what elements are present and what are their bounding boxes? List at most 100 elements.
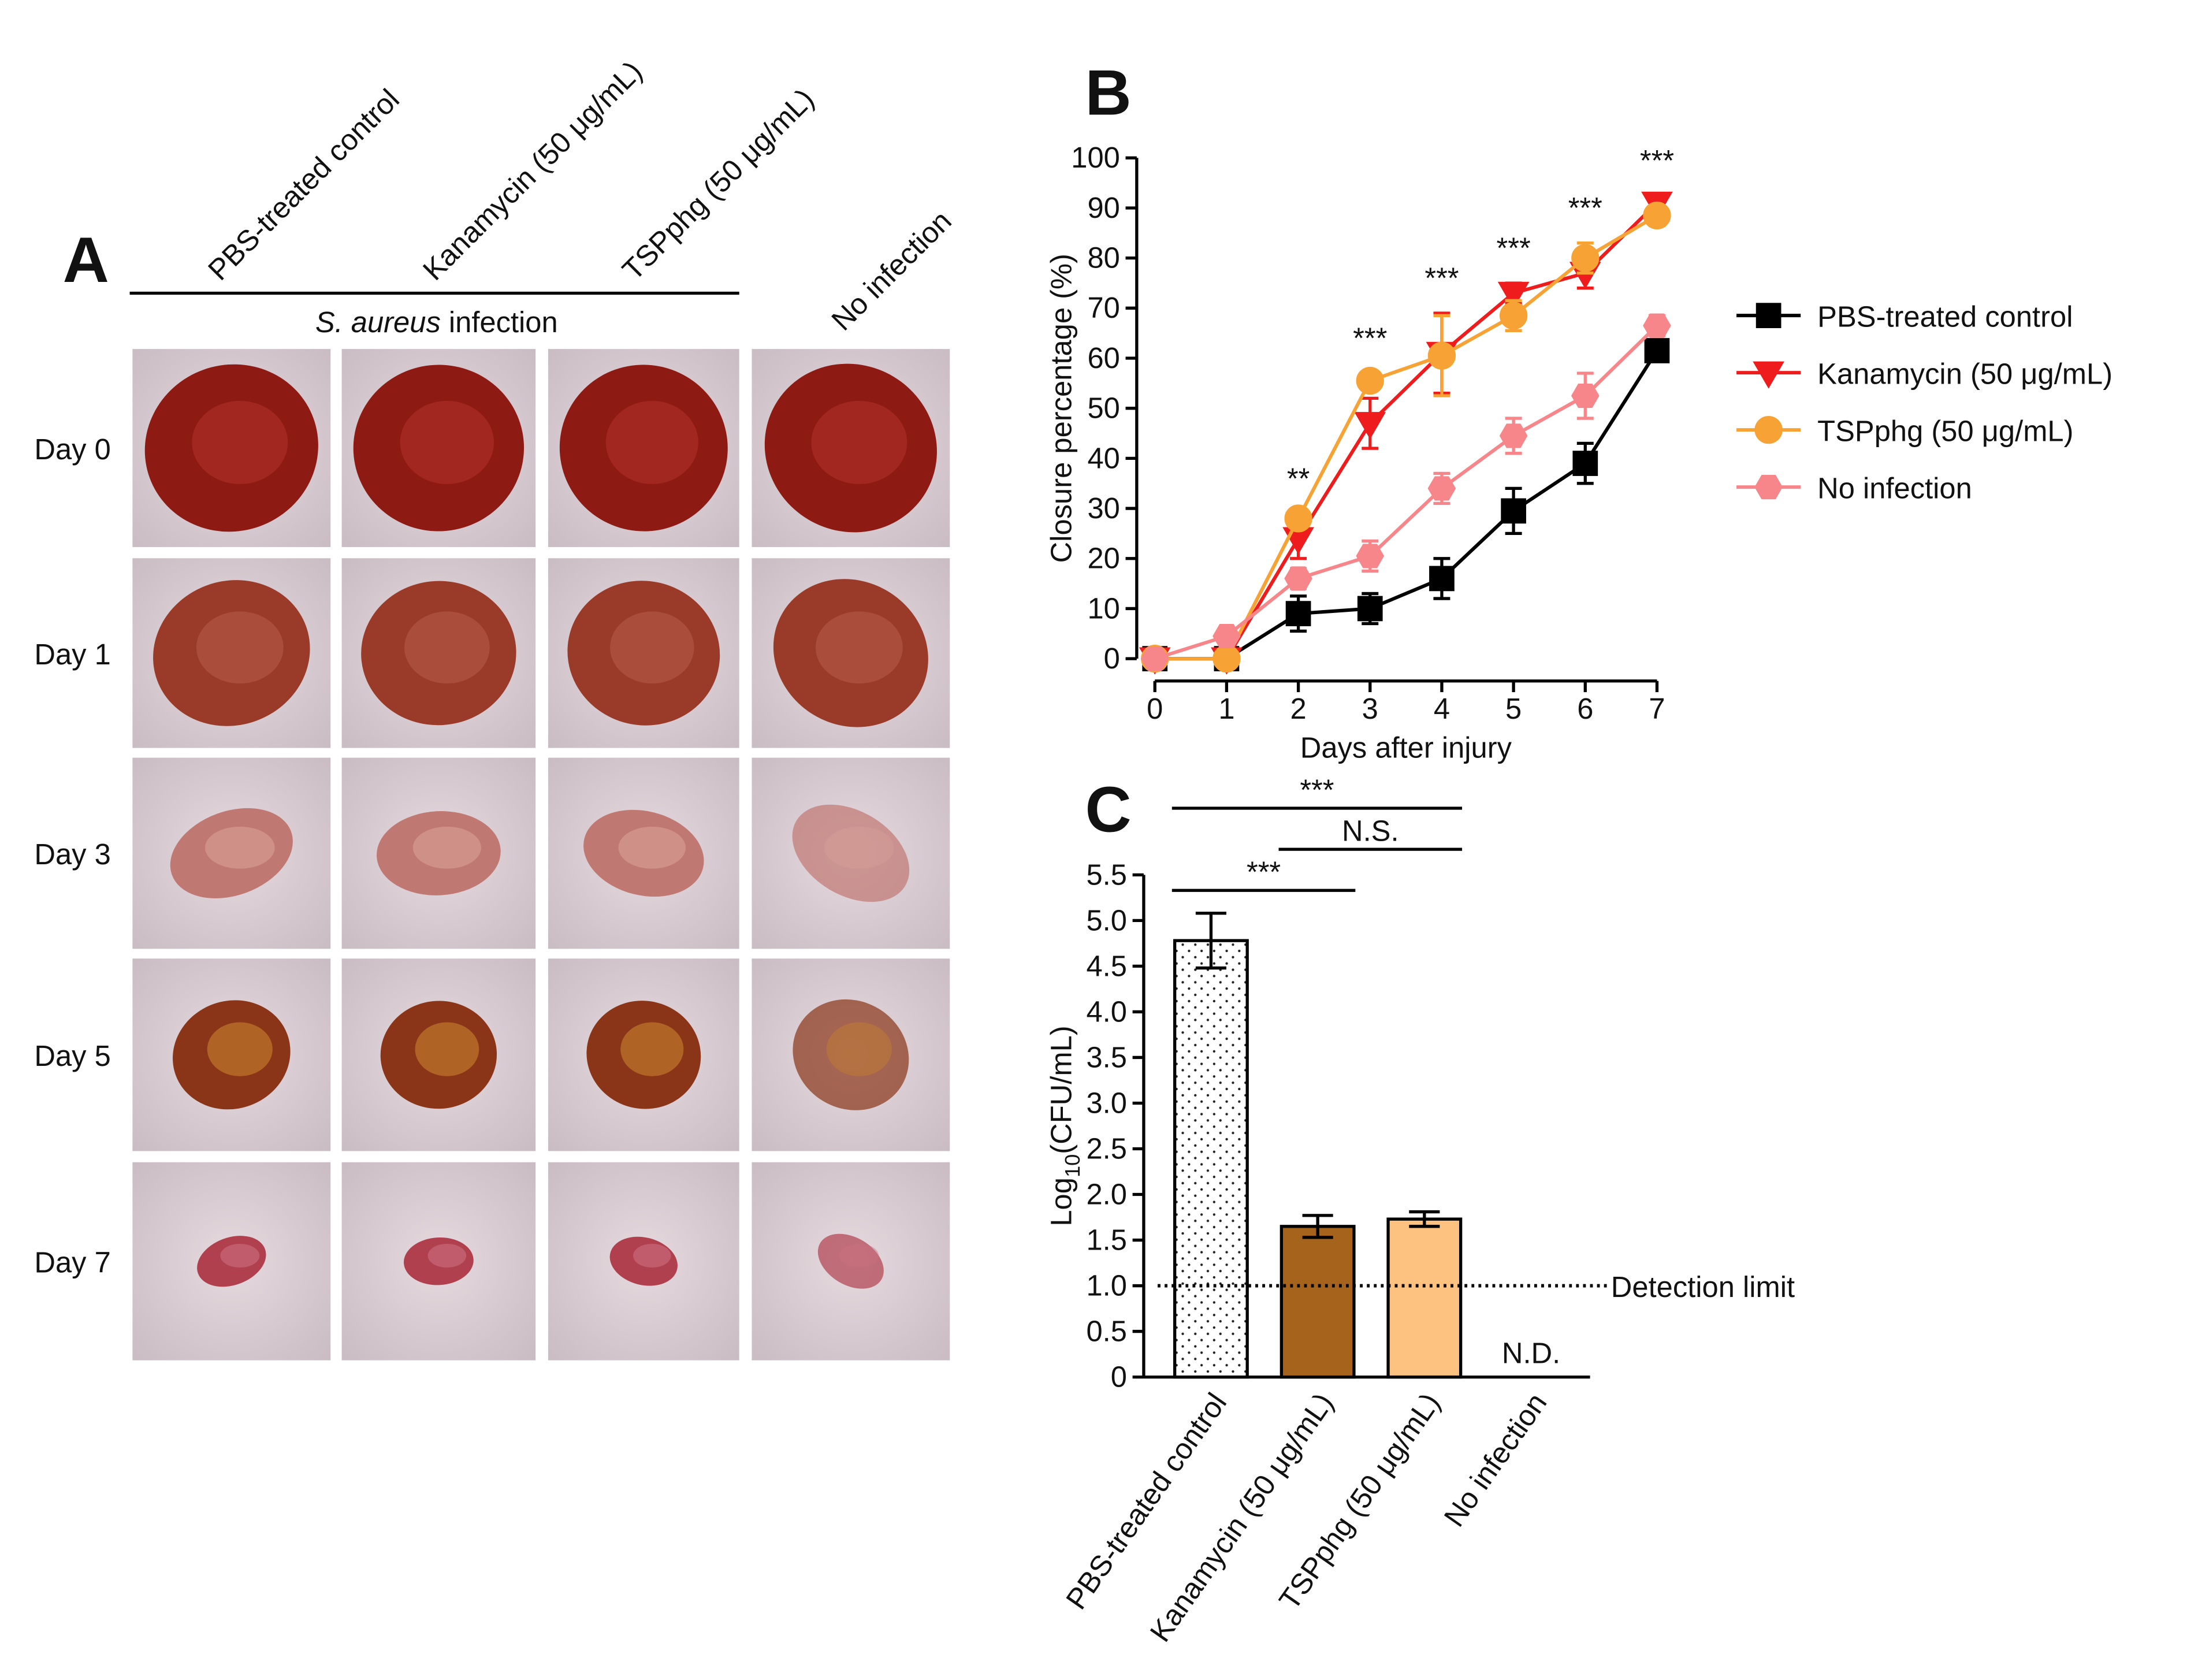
marker bbox=[1571, 383, 1600, 408]
y-tick-label: 2.5 bbox=[1086, 1132, 1126, 1165]
x-tick-label: 5 bbox=[1505, 692, 1522, 725]
y-label-part: Log bbox=[1044, 1177, 1077, 1226]
y-tick-label: 2.0 bbox=[1086, 1177, 1126, 1210]
y-tick-label: 4.0 bbox=[1086, 995, 1126, 1028]
significance: *** bbox=[1568, 191, 1602, 224]
wound-detail bbox=[633, 1243, 671, 1268]
bracket-label: *** bbox=[1247, 856, 1281, 889]
error-bar bbox=[1409, 1210, 1440, 1228]
panel-label: C bbox=[1085, 774, 1132, 846]
marker bbox=[1285, 601, 1311, 626]
x-tick-label: 2 bbox=[1290, 692, 1306, 725]
wound-detail bbox=[412, 826, 481, 869]
wound-detail bbox=[618, 826, 686, 869]
y-tick-label: 20 bbox=[1087, 542, 1119, 575]
column-header: Kanamycin (50 μg/mL) bbox=[416, 54, 649, 287]
y-tick-label: 40 bbox=[1087, 441, 1119, 474]
wound bbox=[793, 999, 909, 1110]
marker bbox=[1212, 624, 1241, 649]
row-label: Day 0 bbox=[34, 433, 110, 466]
wound-detail bbox=[207, 1022, 273, 1076]
row-label: Day 3 bbox=[34, 838, 110, 871]
y-label-sub: 10 bbox=[1061, 1154, 1084, 1177]
y-axis-label: Log10(CFU/mL) bbox=[1044, 1025, 1084, 1226]
y-tick-label: 70 bbox=[1087, 291, 1119, 324]
bar bbox=[1280, 1225, 1356, 1379]
marker bbox=[1754, 475, 1783, 500]
y-tick-label: 4.5 bbox=[1086, 949, 1126, 982]
x-tick-label: Kanamycin (50 μg/mL) bbox=[1143, 1387, 1340, 1648]
value-label: N.D. bbox=[1502, 1336, 1560, 1369]
x-tick-label: 0 bbox=[1147, 692, 1163, 725]
marker bbox=[1357, 596, 1383, 622]
y-tick-label: 0 bbox=[1111, 1361, 1127, 1393]
bracket-label: N.S. bbox=[1342, 815, 1399, 848]
group-label: S. aureus infection bbox=[315, 306, 558, 339]
significance: *** bbox=[1497, 232, 1531, 265]
marker bbox=[1501, 498, 1526, 524]
y-tick-label: 80 bbox=[1087, 241, 1119, 274]
x-tick-label: 7 bbox=[1649, 692, 1665, 725]
column-header: No infection bbox=[825, 204, 958, 337]
marker bbox=[1427, 476, 1456, 501]
series-line bbox=[1154, 324, 1658, 660]
wound-detail bbox=[196, 611, 284, 684]
legend-label: No infection bbox=[1817, 471, 1972, 504]
wound-detail bbox=[826, 1022, 892, 1076]
marker bbox=[1427, 341, 1456, 370]
wound-detail bbox=[415, 1022, 479, 1076]
error-bar bbox=[1195, 912, 1226, 970]
marker bbox=[1643, 201, 1671, 230]
x-tick-label: No infection bbox=[1437, 1387, 1553, 1533]
x-tick-label: 4 bbox=[1434, 692, 1450, 725]
y-tick-label: 0.5 bbox=[1086, 1314, 1126, 1347]
y-tick-label: 10 bbox=[1087, 592, 1119, 625]
significance: *** bbox=[1640, 144, 1674, 177]
wound-detail bbox=[192, 400, 288, 484]
wound-detail bbox=[605, 400, 698, 484]
wound-detail bbox=[839, 1243, 879, 1268]
x-tick-label: 1 bbox=[1218, 692, 1234, 725]
y-tick-label: 5.0 bbox=[1086, 904, 1126, 936]
y-tick-label: 100 bbox=[1071, 141, 1120, 174]
y-tick-label: 3.5 bbox=[1086, 1040, 1126, 1073]
y-tick-label: 60 bbox=[1087, 341, 1119, 374]
wound bbox=[817, 1233, 884, 1289]
marker bbox=[1754, 415, 1783, 444]
y-tick-label: 30 bbox=[1087, 492, 1119, 525]
bracket-label: *** bbox=[1300, 774, 1334, 806]
column-header: PBS-treated control bbox=[202, 83, 406, 287]
y-tick-label: 3.0 bbox=[1086, 1086, 1126, 1119]
y-tick-label: 90 bbox=[1087, 191, 1119, 224]
marker bbox=[1755, 303, 1781, 328]
legend-label: TSPphg (50 μg/mL) bbox=[1817, 414, 2073, 447]
y-tick-label: 5.5 bbox=[1086, 858, 1126, 891]
wound bbox=[792, 804, 910, 902]
wound-detail bbox=[400, 400, 494, 484]
y-tick-label: 50 bbox=[1087, 392, 1119, 425]
marker bbox=[1356, 544, 1385, 568]
row-label: Day 5 bbox=[34, 1039, 110, 1072]
panel-label: B bbox=[1085, 56, 1132, 128]
y-axis-label: Closure percentage (%) bbox=[1044, 254, 1077, 563]
wound-detail bbox=[815, 611, 903, 684]
panel-label: A bbox=[63, 224, 109, 296]
wound-detail bbox=[610, 611, 694, 684]
wound-detail bbox=[220, 1243, 260, 1268]
error-bar bbox=[1302, 1214, 1333, 1239]
marker bbox=[1140, 646, 1169, 671]
x-tick-label: 6 bbox=[1577, 692, 1593, 725]
significance: ** bbox=[1287, 462, 1310, 495]
y-tick-label: 0 bbox=[1104, 642, 1120, 675]
marker bbox=[1499, 423, 1528, 448]
x-tick-label: 3 bbox=[1362, 692, 1378, 725]
y-tick-label: 1.5 bbox=[1086, 1223, 1126, 1256]
marker bbox=[1356, 366, 1384, 395]
wound-detail bbox=[824, 826, 894, 869]
bar bbox=[1386, 1217, 1463, 1379]
marker bbox=[1753, 361, 1784, 389]
marker bbox=[1571, 244, 1600, 272]
marker bbox=[1497, 281, 1530, 309]
column-header: TSPphg (50 μg/mL) bbox=[616, 82, 820, 287]
